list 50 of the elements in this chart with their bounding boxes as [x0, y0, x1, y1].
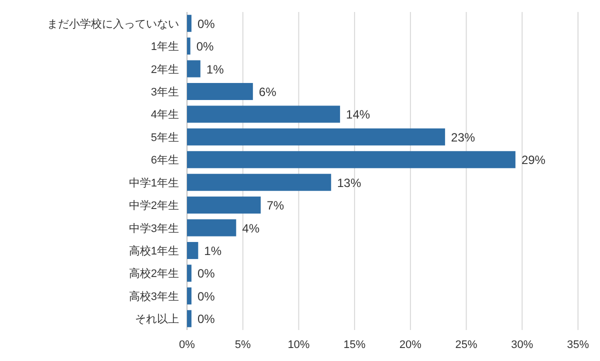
data-label: 23%: [451, 130, 476, 144]
y-tick-label: 6年生: [150, 154, 179, 167]
bar: [187, 264, 192, 282]
data-label: 29%: [521, 153, 546, 168]
bar: [187, 151, 516, 168]
x-tick-label: 0%: [179, 339, 196, 351]
y-tick-label: 3年生: [150, 86, 179, 98]
data-label: 0%: [197, 289, 216, 304]
data-label: 6%: [258, 85, 277, 99]
bar: [187, 174, 332, 191]
bar: [187, 219, 236, 236]
bar: [187, 310, 192, 328]
data-label: 0%: [196, 40, 214, 54]
y-tick-label: まだ小学校に入っていない: [47, 17, 179, 30]
data-label: 1%: [206, 62, 224, 76]
y-tick-label: 4年生: [150, 108, 179, 122]
y-tick-label: 中学3年生: [128, 222, 179, 235]
y-tick-label: 中学2年生: [128, 199, 179, 212]
y-tick-label: 高校2年生: [128, 267, 179, 280]
bar: [187, 82, 253, 100]
data-label: 0%: [197, 266, 216, 281]
y-tick-label: 高校1年生: [128, 244, 179, 258]
y-tick-label: 1年生: [150, 40, 179, 54]
x-tick-label: 30%: [511, 339, 534, 351]
bar: [187, 242, 198, 260]
bar: [187, 14, 192, 32]
bar: [187, 287, 192, 304]
y-tick-label: それ以上: [135, 312, 179, 326]
bar: [187, 128, 446, 146]
bar: [187, 106, 340, 123]
data-label: 0%: [197, 312, 216, 326]
data-label: 1%: [204, 244, 222, 258]
x-tick-label: 5%: [234, 339, 252, 351]
y-tick-label: 中学1年生: [128, 176, 179, 190]
y-tick-label: 2年生: [150, 62, 179, 76]
x-tick-label: 15%: [344, 339, 366, 351]
y-tick-label: 高校3年生: [128, 290, 179, 303]
data-label: 13%: [337, 176, 362, 190]
bar: [187, 38, 190, 55]
x-tick-label: 35%: [566, 339, 590, 351]
data-label: 7%: [266, 198, 284, 213]
bar: [187, 60, 200, 78]
x-tick-label: 25%: [455, 339, 478, 351]
x-tick-label: 10%: [288, 339, 310, 351]
x-tick-label: 20%: [399, 339, 422, 351]
data-label: 4%: [242, 221, 260, 236]
data-label: 14%: [346, 108, 370, 122]
data-label: 0%: [197, 16, 216, 31]
y-tick-label: 5年生: [150, 130, 179, 144]
bar: [187, 196, 261, 214]
